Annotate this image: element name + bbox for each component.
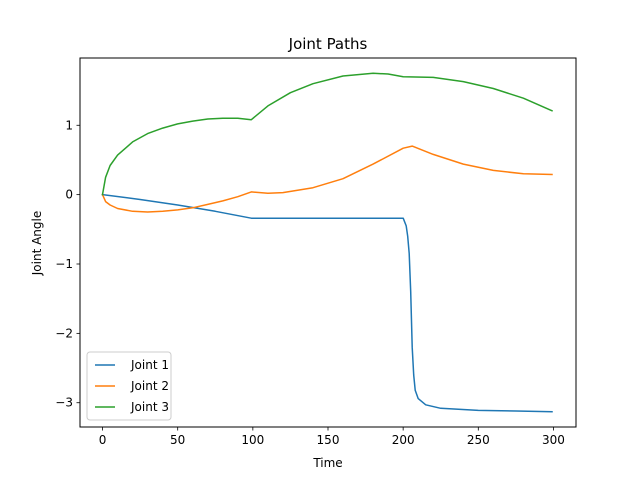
legend-box [86, 351, 172, 421]
x-tick-label: 150 [317, 433, 340, 447]
y-tick-label: −1 [55, 257, 73, 271]
y-axis-label: Joint Angle [30, 211, 44, 277]
legend-label-joint-3: Joint 3 [130, 400, 169, 414]
ticks-layer: 0 50 100 150 200 250 300 −3 −2 −1 0 1 [55, 118, 565, 447]
x-axis-label: Time [312, 456, 342, 470]
x-tick-label: 50 [170, 433, 185, 447]
y-tick-label: −2 [55, 326, 73, 340]
chart-title: Joint Paths [288, 35, 368, 53]
x-tick-label: 0 [99, 433, 107, 447]
x-tick-label: 200 [392, 433, 415, 447]
x-tick-label: 250 [467, 433, 490, 447]
series-line-joint-2 [101, 145, 553, 213]
legend-label-joint-1: Joint 1 [130, 358, 169, 372]
y-tick-label: −3 [55, 396, 73, 410]
y-tick-label: 1 [65, 118, 73, 132]
series-line-joint-3 [101, 72, 553, 196]
x-tick-label: 300 [542, 433, 565, 447]
x-tick-label: 100 [241, 433, 264, 447]
plot-frame [79, 57, 577, 428]
legend: Joint 1 Joint 2 Joint 3 [86, 351, 172, 421]
y-tick-label: 0 [65, 188, 73, 202]
legend-label-joint-2: Joint 2 [130, 379, 169, 393]
series-layer [101, 72, 553, 413]
series-line-joint-1 [101, 193, 553, 413]
